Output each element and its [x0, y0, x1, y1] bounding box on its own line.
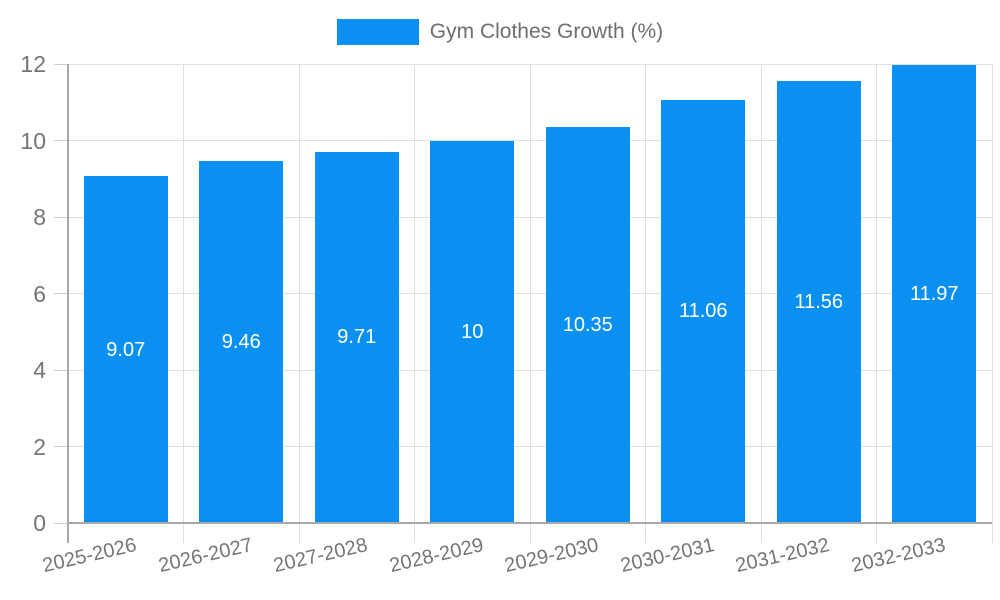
y-axis-tick-label: 6	[33, 280, 46, 307]
bar-value-label: 10.35	[562, 314, 613, 337]
x-gridline	[876, 64, 877, 543]
x-axis-line	[67, 522, 992, 524]
bar-value-label: 9.07	[106, 338, 146, 361]
x-gridline	[183, 64, 184, 543]
bar-2030-2031[interactable]: 11.06	[661, 99, 746, 523]
bar-2028-2029[interactable]: 10	[430, 140, 515, 523]
bar-value-label: 9.46	[221, 331, 261, 354]
x-axis-tick-label: 2026-2027	[156, 534, 255, 577]
y-tick-mark	[54, 293, 68, 294]
legend[interactable]: Gym Clothes Growth (%)	[0, 19, 1000, 45]
x-gridline	[529, 64, 531, 543]
bar-value-label: 11.97	[909, 283, 959, 306]
bar-2031-2032[interactable]: 11.56	[776, 80, 861, 523]
x-gridline	[298, 64, 300, 543]
y-axis-tick-label: 12	[20, 51, 46, 77]
x-axis-tick-label: 2025-2026	[40, 534, 139, 577]
x-gridline	[645, 64, 646, 543]
x-gridline	[414, 64, 415, 543]
x-axis-tick-label: 2032-2033	[849, 534, 948, 577]
bar-value-label: 11.06	[678, 300, 728, 323]
y-axis-tick-label: 4	[33, 357, 46, 383]
x-axis-tick-label: 2027-2028	[271, 534, 370, 577]
bar-2032-2033[interactable]: 11.97	[892, 65, 977, 523]
y-tick-mark	[54, 140, 68, 141]
y-tick-mark	[54, 369, 68, 371]
x-axis-tick-label: 2031-2032	[733, 534, 832, 577]
y-tick-mark	[54, 522, 68, 524]
y-axis-line	[67, 64, 69, 543]
bar-2029-2030[interactable]: 10.35	[545, 127, 630, 523]
x-gridline	[991, 64, 993, 543]
y-tick-mark	[54, 216, 68, 218]
y-tick-mark	[54, 446, 68, 447]
bar-2026-2027[interactable]: 9.46	[199, 161, 284, 523]
x-axis-tick-label: 2028-2029	[387, 534, 486, 577]
bar-value-label: 9.71	[337, 326, 377, 349]
y-axis-tick-label: 2	[33, 433, 46, 460]
legend-label: Gym Clothes Growth (%)	[429, 20, 664, 43]
x-axis-tick-label: 2029-2030	[502, 534, 601, 577]
y-axis-tick-label: 8	[33, 204, 46, 230]
x-axis-tick-label: 2030-2031	[618, 534, 717, 577]
legend-swatch	[336, 19, 419, 45]
y-tick-mark	[54, 63, 68, 65]
x-gridline	[760, 64, 762, 543]
bar-value-label: 10	[461, 320, 484, 343]
y-axis-tick-label: 0	[33, 510, 46, 536]
bar-value-label: 11.56	[794, 290, 844, 313]
y-axis-tick-label: 10	[20, 127, 46, 154]
bar-2027-2028[interactable]: 9.71	[314, 151, 399, 523]
bar-2025-2026[interactable]: 9.07	[83, 176, 168, 523]
